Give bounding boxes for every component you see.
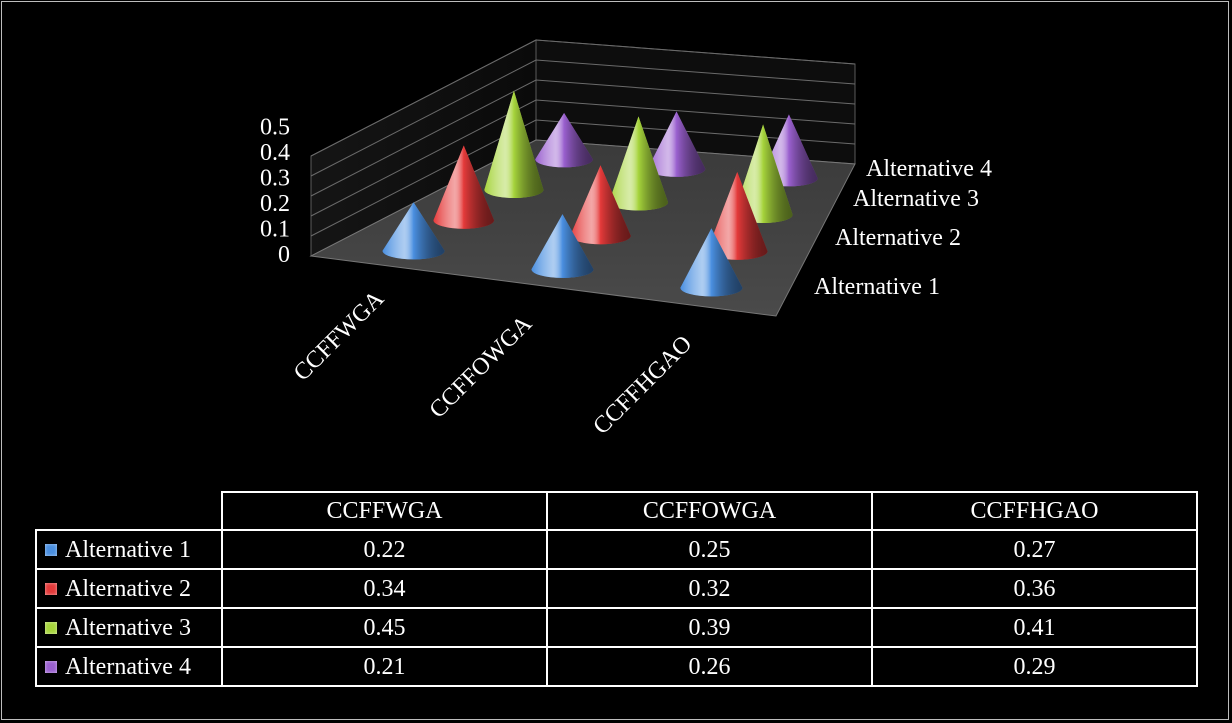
table-row: Alternative 4 0.21 0.26 0.29: [35, 646, 1198, 687]
cone-alternative-4-ccffwga: [535, 113, 593, 168]
y-tick-label: 0.5: [260, 115, 290, 141]
legend-key-alternative-3-icon: [45, 621, 57, 634]
cone-shading: [733, 124, 793, 224]
series-axis-label: Alternative 2: [835, 225, 961, 251]
x-category-label: CCFFHGAO: [588, 331, 697, 440]
gridline: [310, 99, 856, 217]
gridlines: [310, 39, 856, 237]
row-header: Alternative 2: [35, 568, 223, 609]
row-label: Alternative 1: [65, 536, 191, 563]
row-label: Alternative 4: [65, 653, 191, 680]
table-cell: 0.45: [221, 607, 548, 648]
row-header: Alternative 1: [35, 529, 223, 570]
row-label: Alternative 3: [65, 614, 191, 641]
x-category-label: CCFFOWGA: [425, 310, 538, 423]
table-cell: 0.25: [546, 529, 873, 570]
cone-shading: [484, 90, 544, 199]
cone-shading: [570, 165, 631, 245]
cone-shading: [647, 111, 706, 177]
cone-shading: [535, 113, 593, 168]
cone-alternative-1-ccffwga: [382, 202, 445, 260]
table-row: Alternative 2 0.34 0.32 0.36: [35, 568, 1198, 609]
series-axis-label: Alternative 3: [853, 186, 979, 212]
cone-shading: [382, 202, 445, 260]
cone-alternative-3-ccffowga: [608, 116, 669, 211]
y-tick-label: 0: [278, 242, 290, 268]
table-cell: 0.22: [221, 529, 548, 570]
table-row: Alternative 3 0.45 0.39 0.41: [35, 607, 1198, 648]
data-table: CCFFWGA CCFFOWGA CCFFHGAO Alternative 1 …: [35, 491, 1198, 687]
gridline: [310, 39, 856, 157]
table-cell: 0.39: [546, 607, 873, 648]
y-axis-ticks: 00.10.20.30.40.5: [260, 115, 290, 268]
cone-alternative-3-ccffhgao: [733, 124, 793, 224]
column-header: CCFFWGA: [221, 491, 548, 531]
row-header: Alternative 3: [35, 607, 223, 648]
x-category-label: CCFFWGA: [289, 285, 390, 386]
cone-shading: [531, 214, 594, 278]
row-header: Alternative 4: [35, 646, 223, 687]
table-cell: 0.27: [871, 529, 1198, 570]
series-axis-labels: Alternative 1 Alternative 2 Alternative 3 A…: [814, 156, 992, 300]
table-cell: 0.32: [546, 568, 873, 609]
cone-alternative-2-ccffowga: [570, 165, 631, 245]
gridline: [310, 119, 856, 237]
table-cell: 0.26: [546, 646, 873, 687]
gridline: [310, 59, 856, 177]
legend-key-alternative-1-icon: [45, 543, 57, 556]
cone-alternative-1-ccffhgao: [680, 228, 743, 297]
y-tick-label: 0.2: [260, 191, 290, 217]
legend-key-alternative-4-icon: [45, 660, 57, 673]
table-cell: 0.34: [221, 568, 548, 609]
legend-key-alternative-2-icon: [45, 582, 57, 595]
table-cell: 0.41: [871, 607, 1198, 648]
column-header: CCFFOWGA: [546, 491, 873, 531]
cone-alternative-1-ccffowga: [531, 214, 594, 278]
table-cell: 0.36: [871, 568, 1198, 609]
cone-alternative-2-ccffhgao: [706, 172, 768, 260]
table-row: Alternative 1 0.22 0.25 0.27: [35, 529, 1198, 570]
x-axis-labels: CCFFWGA CCFFOWGA CCFFHGAO: [289, 285, 697, 439]
table-corner: [36, 492, 223, 531]
y-tick-label: 0.1: [260, 217, 290, 243]
series-axis-label: Alternative 4: [866, 156, 992, 182]
cone-alternative-4-ccffowga: [647, 111, 706, 177]
cone-series: [382, 90, 818, 297]
table-cell: 0.29: [871, 646, 1198, 687]
table-cell: 0.21: [221, 646, 548, 687]
cone-shading: [706, 172, 768, 260]
cone-shading: [608, 116, 669, 211]
cone-shading: [680, 228, 743, 297]
y-tick-label: 0.4: [260, 140, 290, 166]
table-header-row: CCFFWGA CCFFOWGA CCFFHGAO: [36, 491, 1198, 531]
cone-alternative-3-ccffwga: [484, 90, 544, 199]
series-axis-label: Alternative 1: [814, 274, 940, 300]
row-label: Alternative 2: [65, 575, 191, 602]
column-header: CCFFHGAO: [871, 491, 1198, 531]
gridline: [310, 79, 856, 197]
cone-shading: [433, 145, 495, 229]
cone-alternative-2-ccffwga: [433, 145, 495, 229]
cone-chart: 00.10.20.30.40.5 CCFFWGA CCFFOWGA CCFFHGAO…: [260, 39, 992, 440]
y-tick-label: 0.3: [260, 166, 290, 192]
